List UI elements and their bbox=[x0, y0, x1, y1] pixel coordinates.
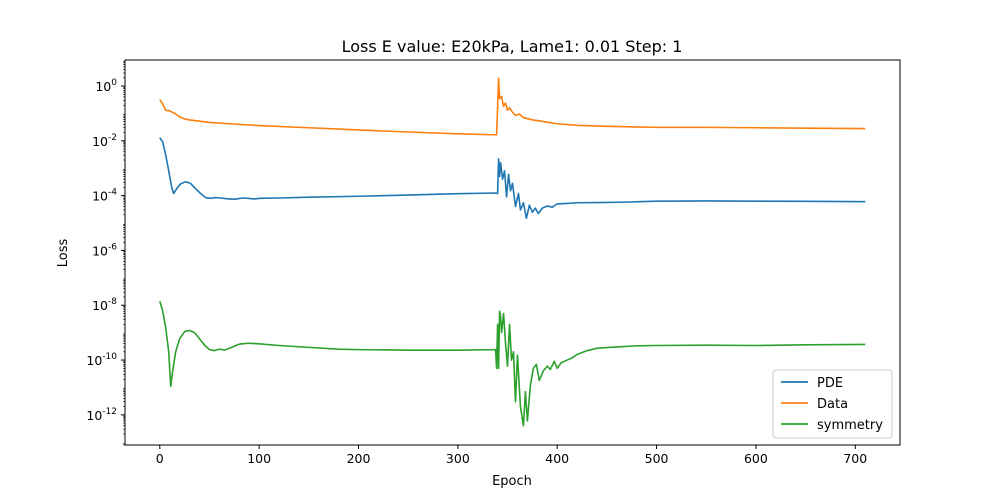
series-layer bbox=[159, 77, 866, 427]
legend-label-data: Data bbox=[817, 397, 848, 412]
y-tick-label: 10-12 bbox=[86, 407, 117, 423]
x-tick-label: 600 bbox=[744, 451, 768, 466]
x-axis: 0 100 200 300 400 500 600 700 bbox=[156, 445, 867, 466]
y-tick-label: 10-6 bbox=[92, 242, 117, 258]
y-axis: 100 10-2 10-4 10-6 10-8 10-10 10-12 bbox=[86, 60, 125, 446]
plot-area bbox=[125, 60, 900, 445]
chart-title: Loss E value: E20kPa, Lame1: 0.01 Step: … bbox=[342, 37, 683, 56]
x-tick-label: 100 bbox=[247, 451, 271, 466]
y-tick-label: 100 bbox=[95, 78, 117, 94]
plot-frame bbox=[124, 59, 901, 446]
legend-box bbox=[772, 369, 893, 439]
series-line-pde bbox=[159, 137, 866, 220]
x-tick-label: 300 bbox=[446, 451, 470, 466]
y-tick-label: 10-4 bbox=[92, 188, 117, 204]
y-tick-label: 10-8 bbox=[92, 297, 117, 313]
series-line-symmetry bbox=[159, 301, 866, 427]
y-axis-label: Loss bbox=[56, 239, 71, 268]
x-tick-label: 400 bbox=[545, 451, 569, 466]
y-tick-label: 10-10 bbox=[86, 352, 117, 368]
series-line-data bbox=[159, 77, 866, 136]
x-tick-label: 200 bbox=[347, 451, 371, 466]
legend-label-symmetry: symmetry bbox=[817, 418, 883, 433]
x-tick-label: 0 bbox=[156, 451, 164, 466]
legend: PDE Data symmetry bbox=[772, 369, 893, 439]
y-tick-label: 10-2 bbox=[92, 133, 117, 149]
x-tick-label: 700 bbox=[843, 451, 867, 466]
x-tick-label: 500 bbox=[645, 451, 669, 466]
x-axis-label: Epoch bbox=[492, 474, 532, 489]
legend-label-pde: PDE bbox=[817, 376, 843, 391]
